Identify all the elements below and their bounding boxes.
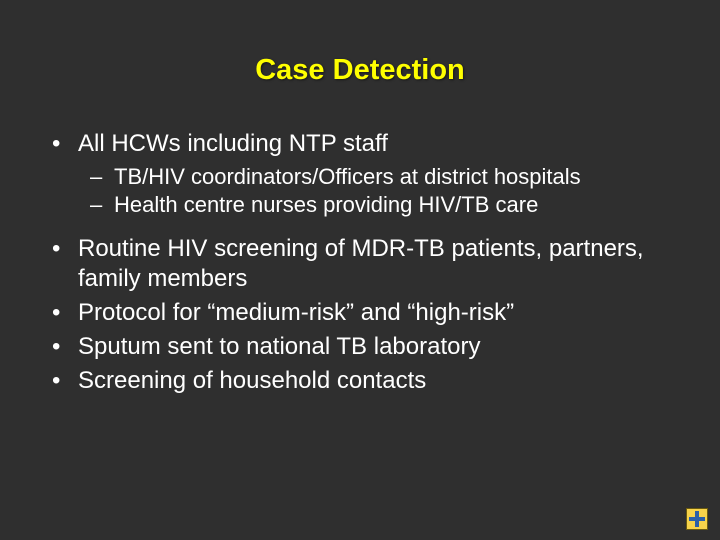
sub-bullet-item: Health centre nurses providing HIV/TB ca… [42,191,678,219]
sub-bullet-text: TB/HIV coordinators/Officers at district… [114,164,581,189]
bullet-text: All HCWs including NTP staff [78,130,388,157]
sub-bullet-item: TB/HIV coordinators/Officers at district… [42,163,678,191]
bullet-text: Protocol for “medium-risk” and “high-ris… [78,299,514,326]
slide-title: Case Detection [42,54,678,87]
bullet-text: Screening of household contacts [78,367,426,394]
bullet-list: All HCWs including NTP staff TB/HIV coor… [42,129,678,396]
bullet-item: Protocol for “medium-risk” and “high-ris… [42,298,678,328]
bullet-text: Routine HIV screening of MDR-TB patients… [78,235,644,292]
spacer [42,218,678,230]
bullet-item: All HCWs including NTP staff [42,129,678,159]
sub-bullet-text: Health centre nurses providing HIV/TB ca… [114,192,538,217]
bullet-item: Sputum sent to national TB laboratory [42,332,678,362]
corner-logo-icon [686,508,708,530]
slide: Case Detection All HCWs including NTP st… [0,0,720,540]
bullet-item: Routine HIV screening of MDR-TB patients… [42,234,678,294]
bullet-text: Sputum sent to national TB laboratory [78,333,480,360]
bullet-item: Screening of household contacts [42,366,678,396]
